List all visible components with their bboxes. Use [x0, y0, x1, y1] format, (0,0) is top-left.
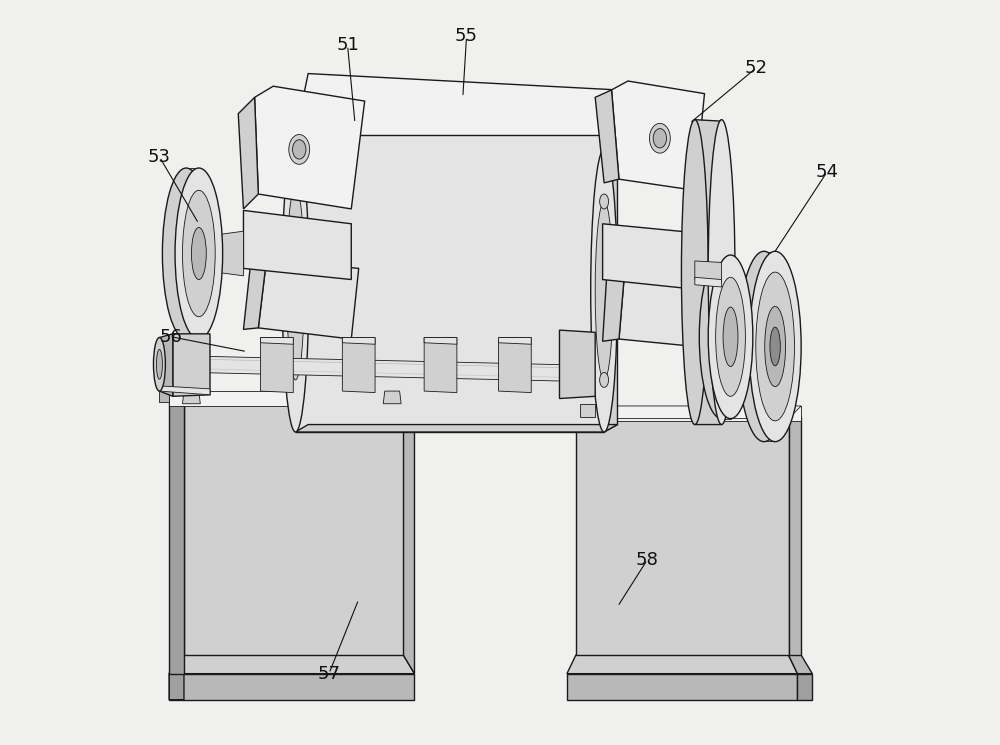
Ellipse shape: [293, 140, 306, 159]
Polygon shape: [173, 334, 210, 396]
Polygon shape: [169, 402, 184, 673]
Ellipse shape: [182, 190, 215, 317]
Ellipse shape: [699, 255, 744, 419]
Polygon shape: [695, 277, 722, 287]
Ellipse shape: [749, 251, 801, 442]
Polygon shape: [567, 673, 797, 700]
Ellipse shape: [756, 272, 794, 421]
Text: 52: 52: [745, 59, 768, 77]
Polygon shape: [238, 98, 258, 209]
Polygon shape: [243, 259, 267, 329]
Text: 57: 57: [317, 665, 340, 682]
Polygon shape: [169, 655, 184, 700]
Polygon shape: [296, 135, 604, 432]
Ellipse shape: [723, 307, 738, 367]
Polygon shape: [797, 673, 812, 700]
Ellipse shape: [175, 168, 223, 339]
Polygon shape: [612, 81, 704, 190]
Text: 54: 54: [816, 162, 839, 181]
Polygon shape: [186, 168, 199, 339]
Polygon shape: [296, 74, 617, 150]
Polygon shape: [383, 391, 401, 404]
Ellipse shape: [765, 306, 786, 387]
Text: 56: 56: [160, 328, 183, 346]
Ellipse shape: [708, 120, 735, 425]
Polygon shape: [342, 337, 375, 344]
Polygon shape: [159, 334, 173, 396]
Ellipse shape: [600, 372, 609, 387]
Ellipse shape: [289, 135, 310, 165]
Polygon shape: [604, 90, 617, 432]
Polygon shape: [169, 673, 414, 700]
Polygon shape: [197, 356, 578, 381]
Ellipse shape: [770, 327, 780, 366]
Polygon shape: [159, 387, 169, 402]
Polygon shape: [619, 268, 701, 346]
Text: 51: 51: [336, 37, 359, 54]
Ellipse shape: [591, 150, 617, 432]
Polygon shape: [243, 210, 351, 279]
Ellipse shape: [162, 168, 210, 339]
Text: 55: 55: [455, 28, 478, 45]
Polygon shape: [403, 402, 414, 673]
Ellipse shape: [153, 337, 165, 391]
Polygon shape: [184, 402, 403, 655]
Polygon shape: [603, 268, 625, 341]
Polygon shape: [296, 425, 617, 432]
Polygon shape: [159, 386, 210, 395]
Polygon shape: [499, 337, 531, 393]
Text: 58: 58: [636, 551, 659, 569]
Ellipse shape: [191, 227, 206, 279]
Ellipse shape: [600, 194, 609, 209]
Polygon shape: [567, 406, 801, 421]
Polygon shape: [789, 655, 812, 673]
Polygon shape: [695, 261, 722, 282]
Ellipse shape: [716, 277, 745, 396]
Polygon shape: [182, 391, 200, 404]
Ellipse shape: [595, 201, 613, 380]
Polygon shape: [199, 231, 243, 276]
Polygon shape: [255, 86, 365, 209]
Polygon shape: [261, 337, 293, 344]
Polygon shape: [169, 391, 414, 406]
Polygon shape: [580, 404, 595, 417]
Polygon shape: [789, 417, 801, 655]
Ellipse shape: [653, 129, 667, 148]
Polygon shape: [424, 337, 457, 344]
Polygon shape: [559, 330, 595, 399]
Ellipse shape: [681, 120, 708, 425]
Polygon shape: [567, 406, 801, 419]
Polygon shape: [603, 224, 695, 289]
Ellipse shape: [708, 255, 753, 419]
Ellipse shape: [649, 124, 670, 153]
Polygon shape: [595, 90, 619, 183]
Polygon shape: [567, 655, 797, 673]
Polygon shape: [261, 337, 293, 393]
Ellipse shape: [287, 186, 304, 380]
Polygon shape: [424, 337, 457, 393]
Polygon shape: [695, 120, 722, 425]
Ellipse shape: [156, 349, 162, 379]
Polygon shape: [576, 417, 789, 655]
Polygon shape: [499, 337, 531, 344]
Polygon shape: [342, 337, 375, 393]
Polygon shape: [258, 259, 359, 339]
Polygon shape: [169, 655, 414, 673]
Polygon shape: [722, 255, 731, 419]
Text: 53: 53: [148, 148, 171, 166]
Ellipse shape: [282, 135, 309, 432]
Polygon shape: [764, 252, 775, 441]
Ellipse shape: [738, 251, 790, 442]
Polygon shape: [775, 404, 790, 417]
